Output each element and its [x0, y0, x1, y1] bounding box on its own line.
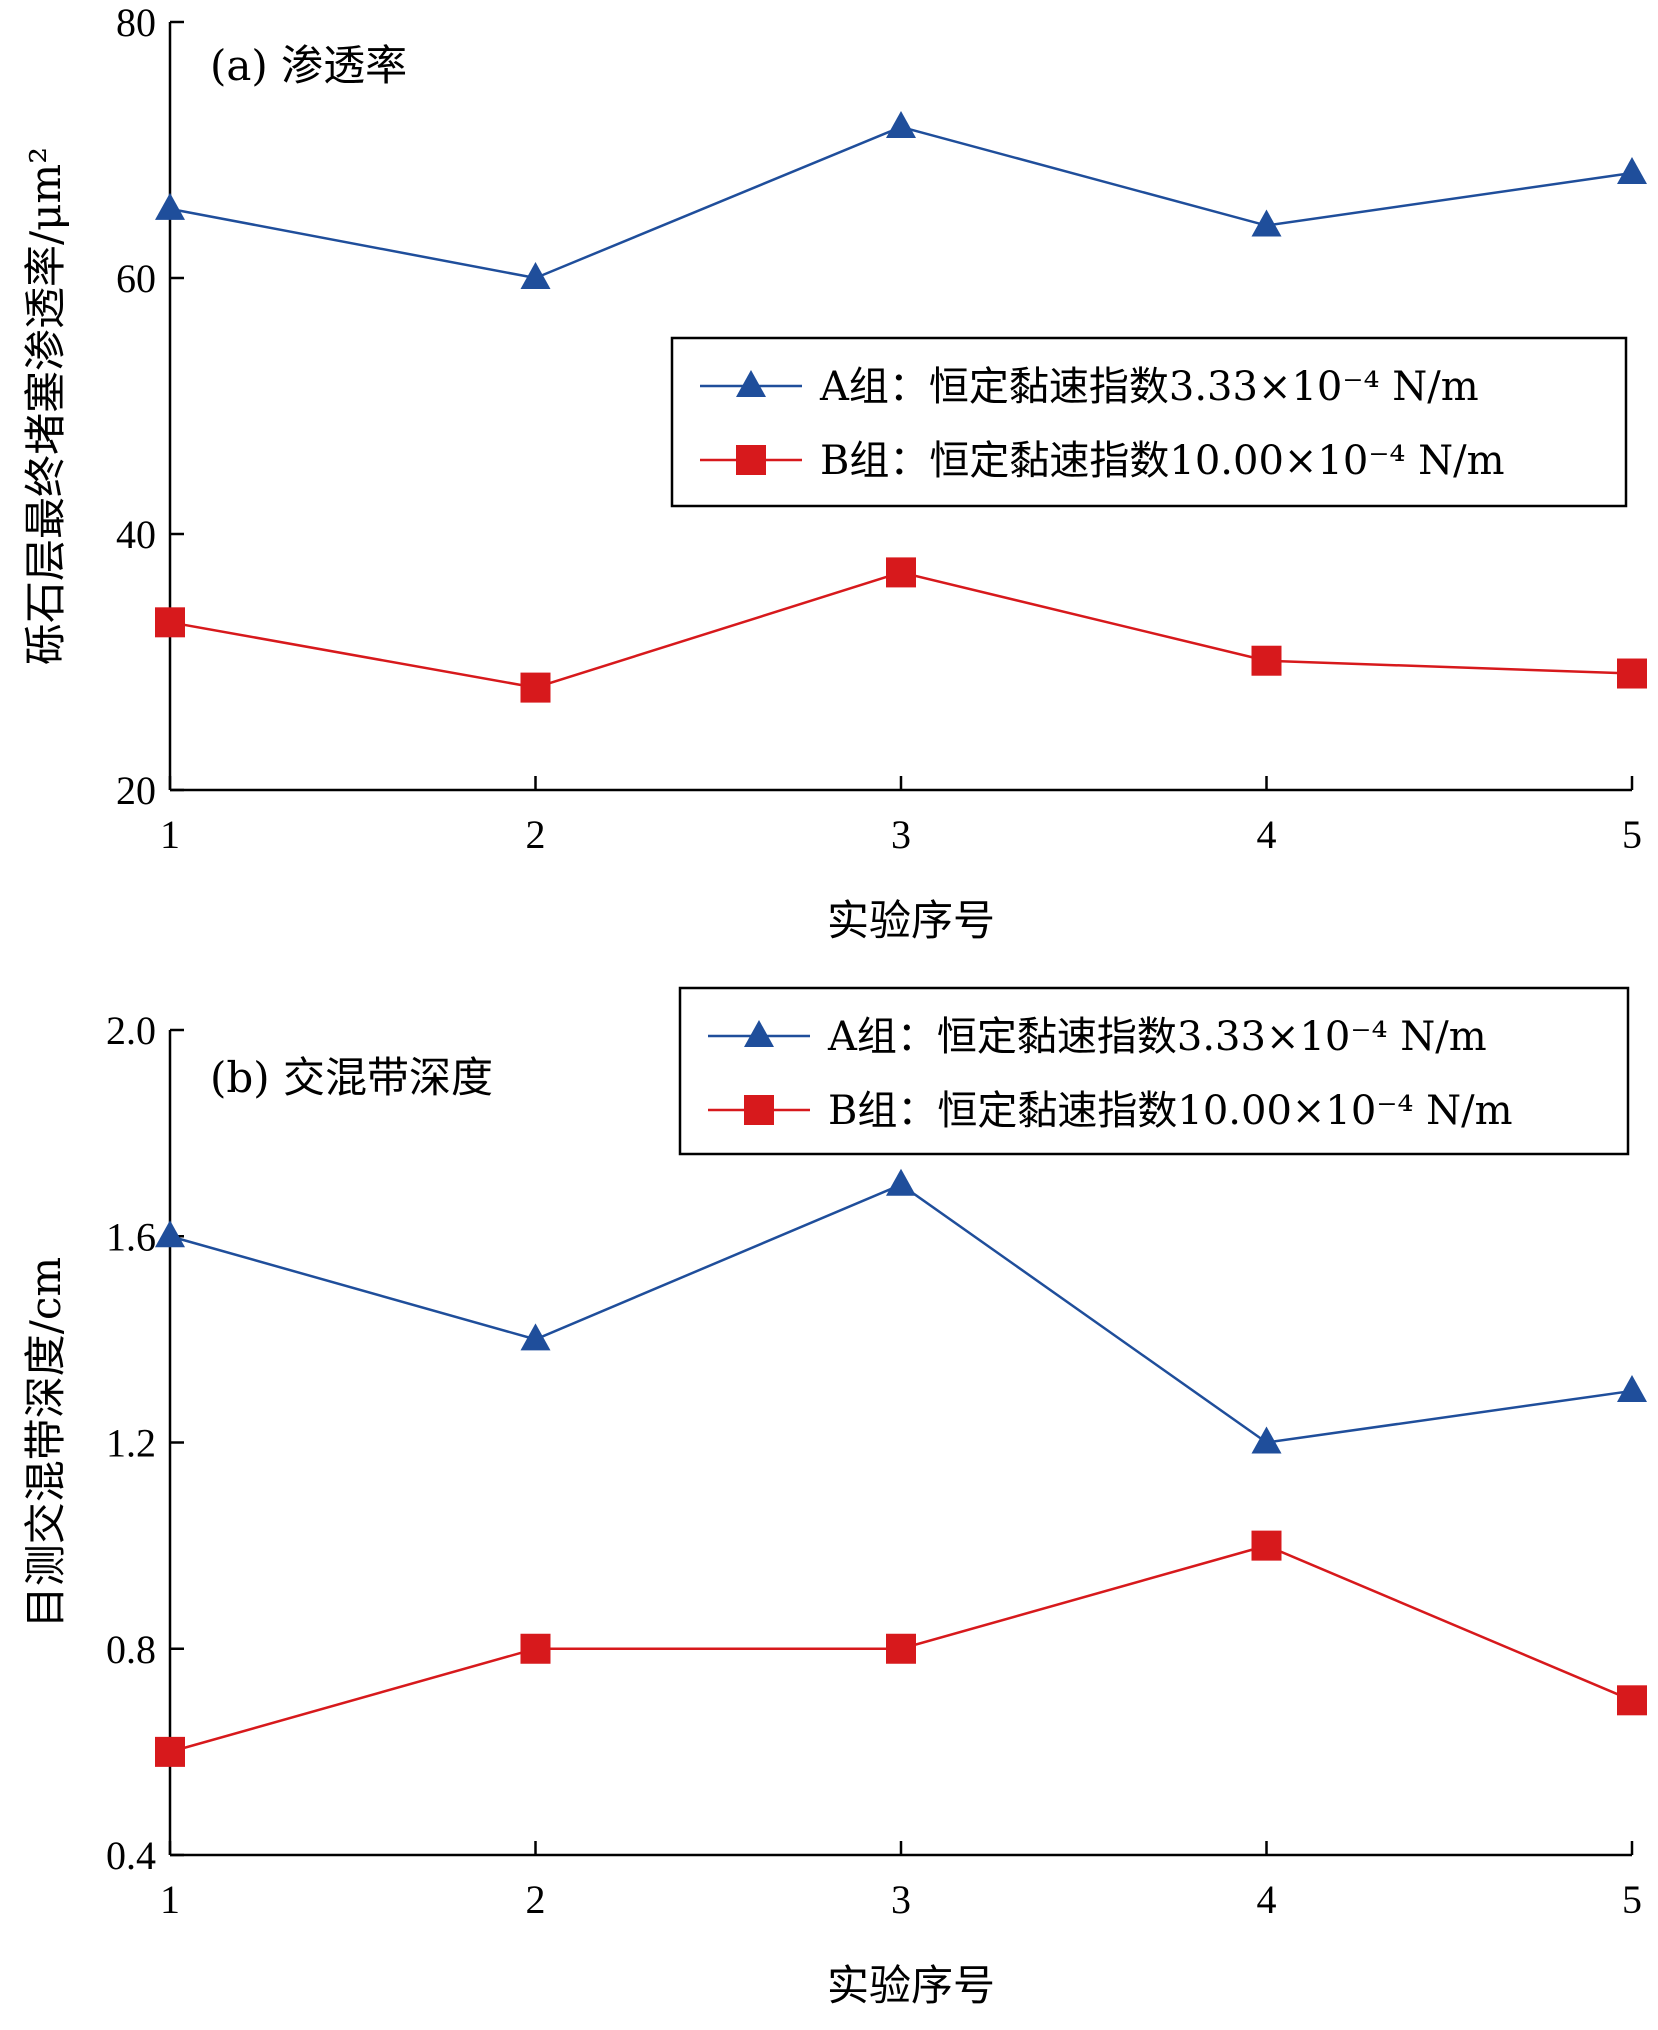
- x-tick-label: 2: [526, 812, 546, 857]
- legend-label: A组：恒定黏速指数3.33×10⁻⁴ N/m: [819, 364, 1479, 410]
- x-axis-label: 实验序号: [827, 896, 995, 945]
- legend: A组：恒定黏速指数3.33×10⁻⁴ N/m B组：恒定黏速指数10.00×10⁻…: [678, 986, 1630, 1156]
- legend-label: B组：恒定黏速指数10.00×10⁻⁴ N/m: [828, 1088, 1513, 1134]
- data-point-b: [1251, 645, 1282, 676]
- y-tick-label: 2.0: [106, 1008, 156, 1053]
- y-tick-label: 0.4: [106, 1833, 156, 1878]
- x-axis-label: 实验序号: [827, 1961, 995, 2010]
- data-point-b: [520, 672, 551, 703]
- data-point-a: [1617, 157, 1647, 185]
- data-point-b: [886, 1633, 916, 1664]
- data-point-b: [1251, 1530, 1282, 1561]
- data-point-a: [155, 192, 185, 220]
- data-point-a: [1251, 209, 1282, 237]
- legend-marker-a: [744, 1020, 774, 1047]
- x-tick-label: 5: [1622, 1877, 1642, 1922]
- x-tick-label: 2: [526, 1877, 546, 1922]
- y-tick-label: 1.2: [106, 1421, 156, 1466]
- x-tick-label: 4: [1257, 812, 1277, 857]
- x-tick-label: 3: [891, 1877, 911, 1922]
- data-point-b: [1617, 658, 1647, 689]
- x-tick-label: 3: [891, 812, 911, 857]
- series-line-b: [169, 571, 1633, 689]
- legend-box: [670, 336, 1628, 508]
- x-tick-label: 1: [160, 812, 180, 857]
- y-tick-label: 80: [116, 0, 156, 45]
- legend-label: A组：恒定黏速指数3.33×10⁻⁴ N/m: [827, 1014, 1487, 1060]
- y-tick-label: 1.6: [106, 1214, 156, 1259]
- x-tick-label: 4: [1257, 1877, 1277, 1922]
- legend-label: B组：恒定黏速指数10.00×10⁻⁴ N/m: [820, 438, 1505, 484]
- data-point-a: [1617, 1374, 1647, 1402]
- y-tick-label: 0.8: [106, 1627, 156, 1672]
- y-axis-label: 目测交混带深度/cm: [21, 1257, 70, 1629]
- data-point-b: [155, 607, 185, 638]
- data-point-a: [1251, 1426, 1282, 1454]
- legend: A组：恒定黏速指数3.33×10⁻⁴ N/m B组：恒定黏速指数10.00×10⁻…: [670, 336, 1628, 508]
- legend-marker-a: [736, 370, 766, 397]
- y-tick-label: 40: [116, 512, 156, 557]
- panel-title: (a) 渗透率: [210, 41, 407, 90]
- y-axis-label: 砾石层最终堵塞渗透率/μm²: [21, 147, 70, 665]
- data-point-a: [155, 1220, 185, 1248]
- y-tick-label: 20: [116, 768, 156, 813]
- data-point-b: [1617, 1685, 1647, 1716]
- legend-box: [678, 986, 1630, 1156]
- series-line-a: [169, 125, 1633, 280]
- data-point-b: [155, 1736, 185, 1767]
- x-tick-label: 1: [160, 1877, 180, 1922]
- data-point-b: [886, 557, 916, 588]
- data-point-a: [886, 1168, 916, 1196]
- data-point-b: [520, 1633, 551, 1664]
- legend-marker-b: [736, 445, 766, 475]
- data-point-a: [520, 262, 551, 289]
- panel-b: 0.4 0.8 1.2 1.6 2.0 1 2 3 4 5 实验序号 目测交混带深度/cm (b) 交混…: [21, 986, 1647, 2010]
- data-point-a: [886, 110, 916, 138]
- panel-a: 20 40 60 80 1 2 3 4 5 实验序号 砾石层最终堵塞渗透率/μm² (a) 渗透率 A组…: [21, 0, 1647, 945]
- panel-title: (b) 交混带深度: [210, 1053, 493, 1102]
- y-tick-label: 60: [116, 256, 156, 301]
- x-tick-label: 5: [1622, 812, 1642, 857]
- series-line-a: [169, 1183, 1633, 1444]
- legend-marker-b: [744, 1095, 774, 1125]
- data-point-a: [520, 1323, 551, 1351]
